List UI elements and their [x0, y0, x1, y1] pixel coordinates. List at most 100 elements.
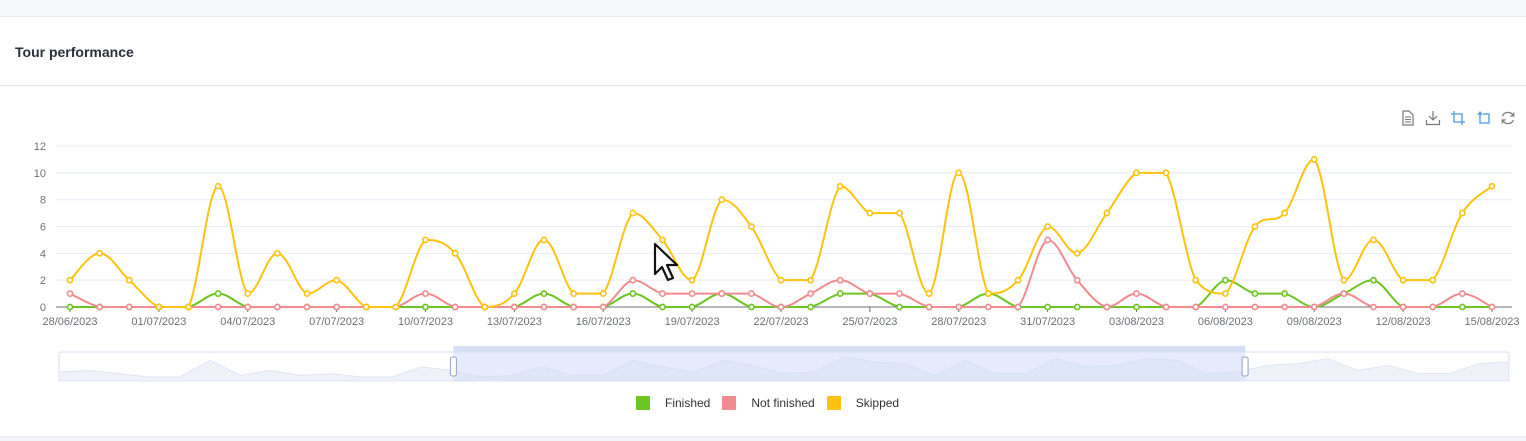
data-point[interactable] — [1103, 209, 1111, 217]
data-point[interactable] — [125, 303, 133, 311]
line-chart[interactable]: 0 2 4 6 8 10 12 28/06/2023 01/07/2023 04/07/2023… — [0, 0, 1526, 400]
data-point[interactable] — [807, 290, 815, 297]
zoom-select-button[interactable] — [1448, 108, 1467, 127]
data-point[interactable] — [570, 303, 578, 311]
data-point[interactable] — [214, 290, 222, 297]
data-point[interactable] — [807, 276, 815, 284]
data-point[interactable] — [96, 249, 104, 257]
data-point[interactable] — [688, 303, 696, 311]
data-point[interactable] — [718, 196, 726, 204]
data-point[interactable] — [1014, 303, 1022, 311]
data-point[interactable] — [1133, 303, 1140, 311]
data-point[interactable] — [1073, 249, 1081, 257]
data-point[interactable] — [540, 236, 548, 244]
data-point[interactable] — [303, 303, 311, 311]
data-point[interactable] — [510, 303, 518, 311]
data-point[interactable] — [96, 303, 104, 311]
data-point[interactable] — [362, 303, 370, 311]
data-point[interactable] — [1044, 303, 1052, 311]
series-skipped[interactable] — [66, 156, 1496, 311]
data-point[interactable] — [1370, 303, 1377, 311]
data-point[interactable] — [540, 290, 548, 297]
data-point[interactable] — [1399, 276, 1407, 284]
data-point[interactable] — [451, 249, 459, 257]
slider-right-handle[interactable] — [1241, 356, 1249, 377]
data-point[interactable] — [747, 223, 755, 230]
data-point[interactable] — [659, 303, 666, 311]
data-point[interactable] — [1192, 303, 1200, 311]
restore-button[interactable] — [1498, 108, 1517, 127]
data-point[interactable] — [1281, 303, 1289, 311]
legend-item-skipped[interactable]: Skipped — [826, 396, 899, 410]
zoom-reset-button[interactable] — [1473, 108, 1492, 127]
data-point[interactable] — [925, 290, 933, 297]
data-point[interactable] — [303, 290, 311, 297]
data-view-button[interactable] — [1398, 108, 1417, 127]
data-point[interactable] — [540, 303, 548, 311]
series-not-finished[interactable] — [66, 236, 1496, 311]
data-point[interactable] — [688, 290, 696, 297]
data-point[interactable] — [659, 290, 666, 297]
data-point[interactable] — [1251, 290, 1259, 297]
data-point[interactable] — [747, 303, 755, 311]
data-point[interactable] — [896, 290, 903, 297]
data-point[interactable] — [1073, 303, 1081, 311]
data-point[interactable] — [273, 249, 281, 257]
data-point[interactable] — [896, 209, 903, 217]
data-point[interactable] — [66, 290, 74, 297]
data-point[interactable] — [214, 182, 222, 190]
data-point[interactable] — [451, 303, 459, 311]
data-point[interactable] — [1281, 290, 1289, 297]
data-point[interactable] — [1044, 223, 1052, 230]
download-button[interactable] — [1423, 108, 1442, 127]
data-point[interactable] — [955, 169, 963, 177]
data-point[interactable] — [155, 303, 163, 311]
data-point[interactable] — [1162, 169, 1170, 177]
data-point[interactable] — [1221, 290, 1229, 297]
data-point[interactable] — [1133, 169, 1140, 177]
data-point[interactable] — [1192, 276, 1200, 284]
data-point[interactable] — [185, 303, 192, 311]
data-point[interactable] — [422, 290, 429, 297]
data-point[interactable] — [925, 303, 933, 311]
datazoom-slider[interactable] — [58, 346, 1510, 382]
data-point[interactable] — [1310, 303, 1318, 311]
data-point[interactable] — [333, 276, 341, 284]
data-point[interactable] — [836, 290, 844, 297]
data-point[interactable] — [1103, 303, 1111, 311]
slider-move-handle[interactable] — [453, 346, 1246, 352]
data-point[interactable] — [777, 276, 785, 284]
data-point[interactable] — [1488, 303, 1496, 311]
data-point[interactable] — [1488, 182, 1496, 190]
data-point[interactable] — [1340, 290, 1348, 297]
data-point[interactable] — [1251, 223, 1259, 230]
data-point[interactable] — [1044, 236, 1052, 244]
data-point[interactable] — [984, 303, 992, 311]
data-point[interactable] — [1458, 303, 1466, 311]
legend-item-finished[interactable]: Finished — [636, 396, 710, 410]
data-point[interactable] — [777, 303, 785, 311]
data-point[interactable] — [896, 303, 903, 311]
data-point[interactable] — [214, 303, 222, 311]
data-point[interactable] — [1221, 276, 1229, 284]
data-point[interactable] — [1429, 276, 1437, 284]
data-point[interactable] — [1399, 303, 1407, 311]
legend-item-not-finished[interactable]: Not finished — [722, 396, 815, 410]
data-point[interactable] — [1073, 276, 1081, 284]
data-point[interactable] — [688, 276, 696, 284]
data-point[interactable] — [1251, 303, 1259, 311]
data-point[interactable] — [629, 290, 637, 297]
data-point[interactable] — [570, 290, 578, 297]
data-point[interactable] — [747, 290, 755, 297]
data-point[interactable] — [273, 303, 281, 311]
data-point[interactable] — [1281, 209, 1289, 217]
data-point[interactable] — [599, 290, 607, 297]
data-point[interactable] — [836, 276, 844, 284]
data-point[interactable] — [629, 276, 637, 284]
data-point[interactable] — [984, 290, 992, 297]
data-point[interactable] — [807, 303, 815, 311]
data-point[interactable] — [1458, 290, 1466, 297]
slider-left-handle[interactable] — [449, 356, 457, 377]
data-point[interactable] — [836, 182, 844, 190]
data-point[interactable] — [392, 303, 400, 311]
